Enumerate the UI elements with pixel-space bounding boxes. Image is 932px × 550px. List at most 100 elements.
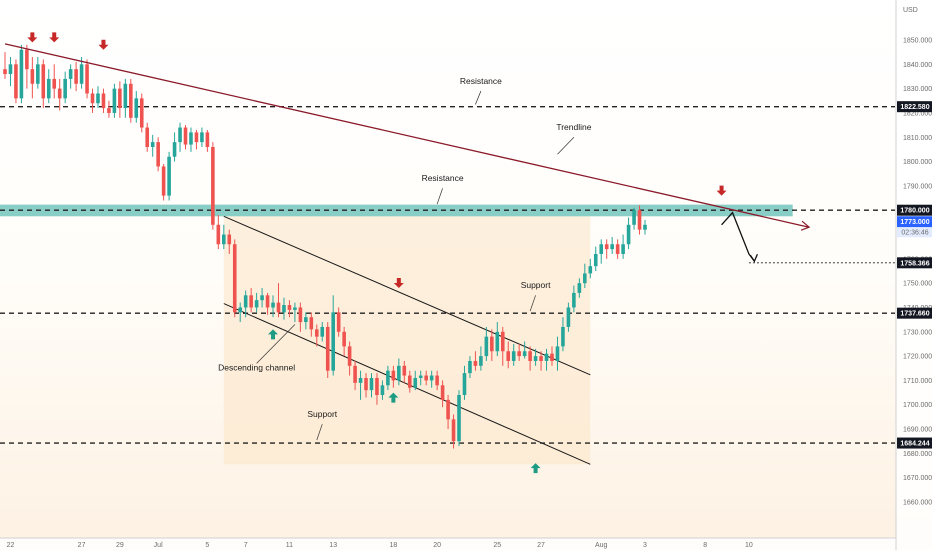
candle-body — [183, 127, 188, 145]
candle-body — [36, 64, 40, 84]
candle-body — [118, 88, 122, 109]
x-tick-label: Jul — [154, 542, 163, 549]
candle-body — [222, 234, 226, 245]
candle-body — [304, 317, 308, 323]
x-tick-label: 22 — [7, 542, 15, 549]
candle-body — [287, 305, 292, 310]
x-tick-label: 3 — [643, 542, 647, 549]
candle-body — [522, 351, 527, 357]
y-tick-label: 1690.000 — [903, 427, 932, 434]
x-tick-label: 27 — [537, 542, 545, 549]
candle-body — [604, 244, 609, 250]
annotation-pointer — [316, 424, 323, 441]
candle-body — [145, 127, 150, 147]
candle-body — [282, 305, 286, 313]
candle-body — [178, 127, 182, 143]
candle-body — [621, 244, 625, 254]
candle-body — [134, 98, 139, 118]
candle-body — [90, 93, 95, 104]
y-tick-label: 1700.000 — [903, 402, 932, 409]
candle-body — [309, 317, 314, 330]
candle-body — [46, 78, 51, 99]
price-tag — [897, 101, 932, 113]
price-tag-label: 1822.580 — [900, 104, 929, 111]
candle-body — [139, 98, 144, 128]
candle-body — [211, 146, 215, 225]
candle-body — [380, 385, 385, 396]
x-tick-label: 11 — [286, 542, 293, 549]
annotation-pointer — [256, 324, 296, 364]
candle-body — [74, 69, 78, 84]
candle-body — [572, 292, 576, 308]
candle-body — [19, 49, 24, 99]
candle-body — [550, 353, 554, 361]
candles-layer — [3, 44, 647, 449]
candle-body — [583, 273, 587, 284]
candle-body — [243, 295, 248, 308]
candle-body — [101, 93, 106, 109]
candle-body — [293, 307, 297, 310]
candle-body — [577, 283, 582, 293]
current-price-tag — [897, 216, 932, 228]
candle-body — [3, 69, 7, 75]
annotation-pointer — [529, 295, 536, 312]
trend-lines-layer — [4, 43, 811, 263]
x-tick-label: 18 — [389, 542, 397, 549]
candle-body — [533, 356, 538, 361]
bullish-arrow-icon — [530, 463, 541, 474]
price-tag — [897, 307, 932, 319]
candle-body — [14, 64, 18, 99]
candle-body — [167, 156, 171, 196]
x-tick-label: 13 — [329, 542, 337, 549]
price-tag — [897, 204, 932, 216]
candle-body — [495, 331, 500, 352]
candle-body — [347, 346, 352, 366]
candle-body — [276, 302, 281, 313]
candle-body — [626, 224, 631, 245]
candle-body — [25, 49, 29, 70]
candle-body — [528, 351, 532, 361]
candle-body — [435, 375, 439, 386]
candle-body — [320, 326, 325, 337]
x-tick-label: 25 — [493, 542, 501, 549]
y-tick-label: 1660.000 — [903, 500, 932, 507]
candle-body — [632, 210, 636, 225]
candle-body — [424, 375, 428, 381]
candle-body — [637, 210, 642, 230]
candle-body — [375, 377, 379, 396]
candle-body — [172, 142, 177, 157]
y-tick-label: 1810.000 — [903, 135, 932, 142]
candle-body — [539, 356, 543, 361]
channel-box-fill — [223, 216, 591, 465]
x-tick-label: 10 — [745, 542, 753, 549]
price-tag-label: 1684.244 — [900, 441, 929, 448]
candle-body — [615, 244, 620, 254]
x-tick-label: Aug — [595, 542, 608, 549]
candle-body — [96, 93, 100, 104]
y-tick-label: 1710.000 — [903, 378, 932, 385]
candle-body — [271, 302, 275, 308]
candle-body — [451, 419, 456, 442]
annotation-pointer — [557, 137, 575, 155]
candle-body — [112, 88, 117, 113]
countdown-label: 02:36:46 — [901, 230, 928, 237]
bullish-arrow-icon — [268, 329, 279, 340]
candle-body — [407, 375, 412, 388]
bearish-arrow-icon — [27, 32, 38, 43]
x-tick-label: 8 — [703, 542, 707, 549]
annotation-pointer — [475, 90, 482, 105]
bearish-arrow-icon — [393, 278, 404, 289]
candle-body — [68, 69, 73, 79]
time-axis-bg — [0, 538, 896, 550]
candle-body — [402, 365, 407, 376]
candle-body — [314, 329, 319, 337]
countdown-tag — [897, 227, 932, 238]
markers-layer — [27, 32, 727, 474]
candle-body — [462, 373, 467, 396]
channel-lower-line — [223, 303, 591, 465]
x-tick-label: 5 — [205, 542, 209, 549]
candle-body — [391, 370, 396, 381]
candle-body — [57, 88, 62, 99]
annotation-label: Support — [307, 409, 337, 419]
